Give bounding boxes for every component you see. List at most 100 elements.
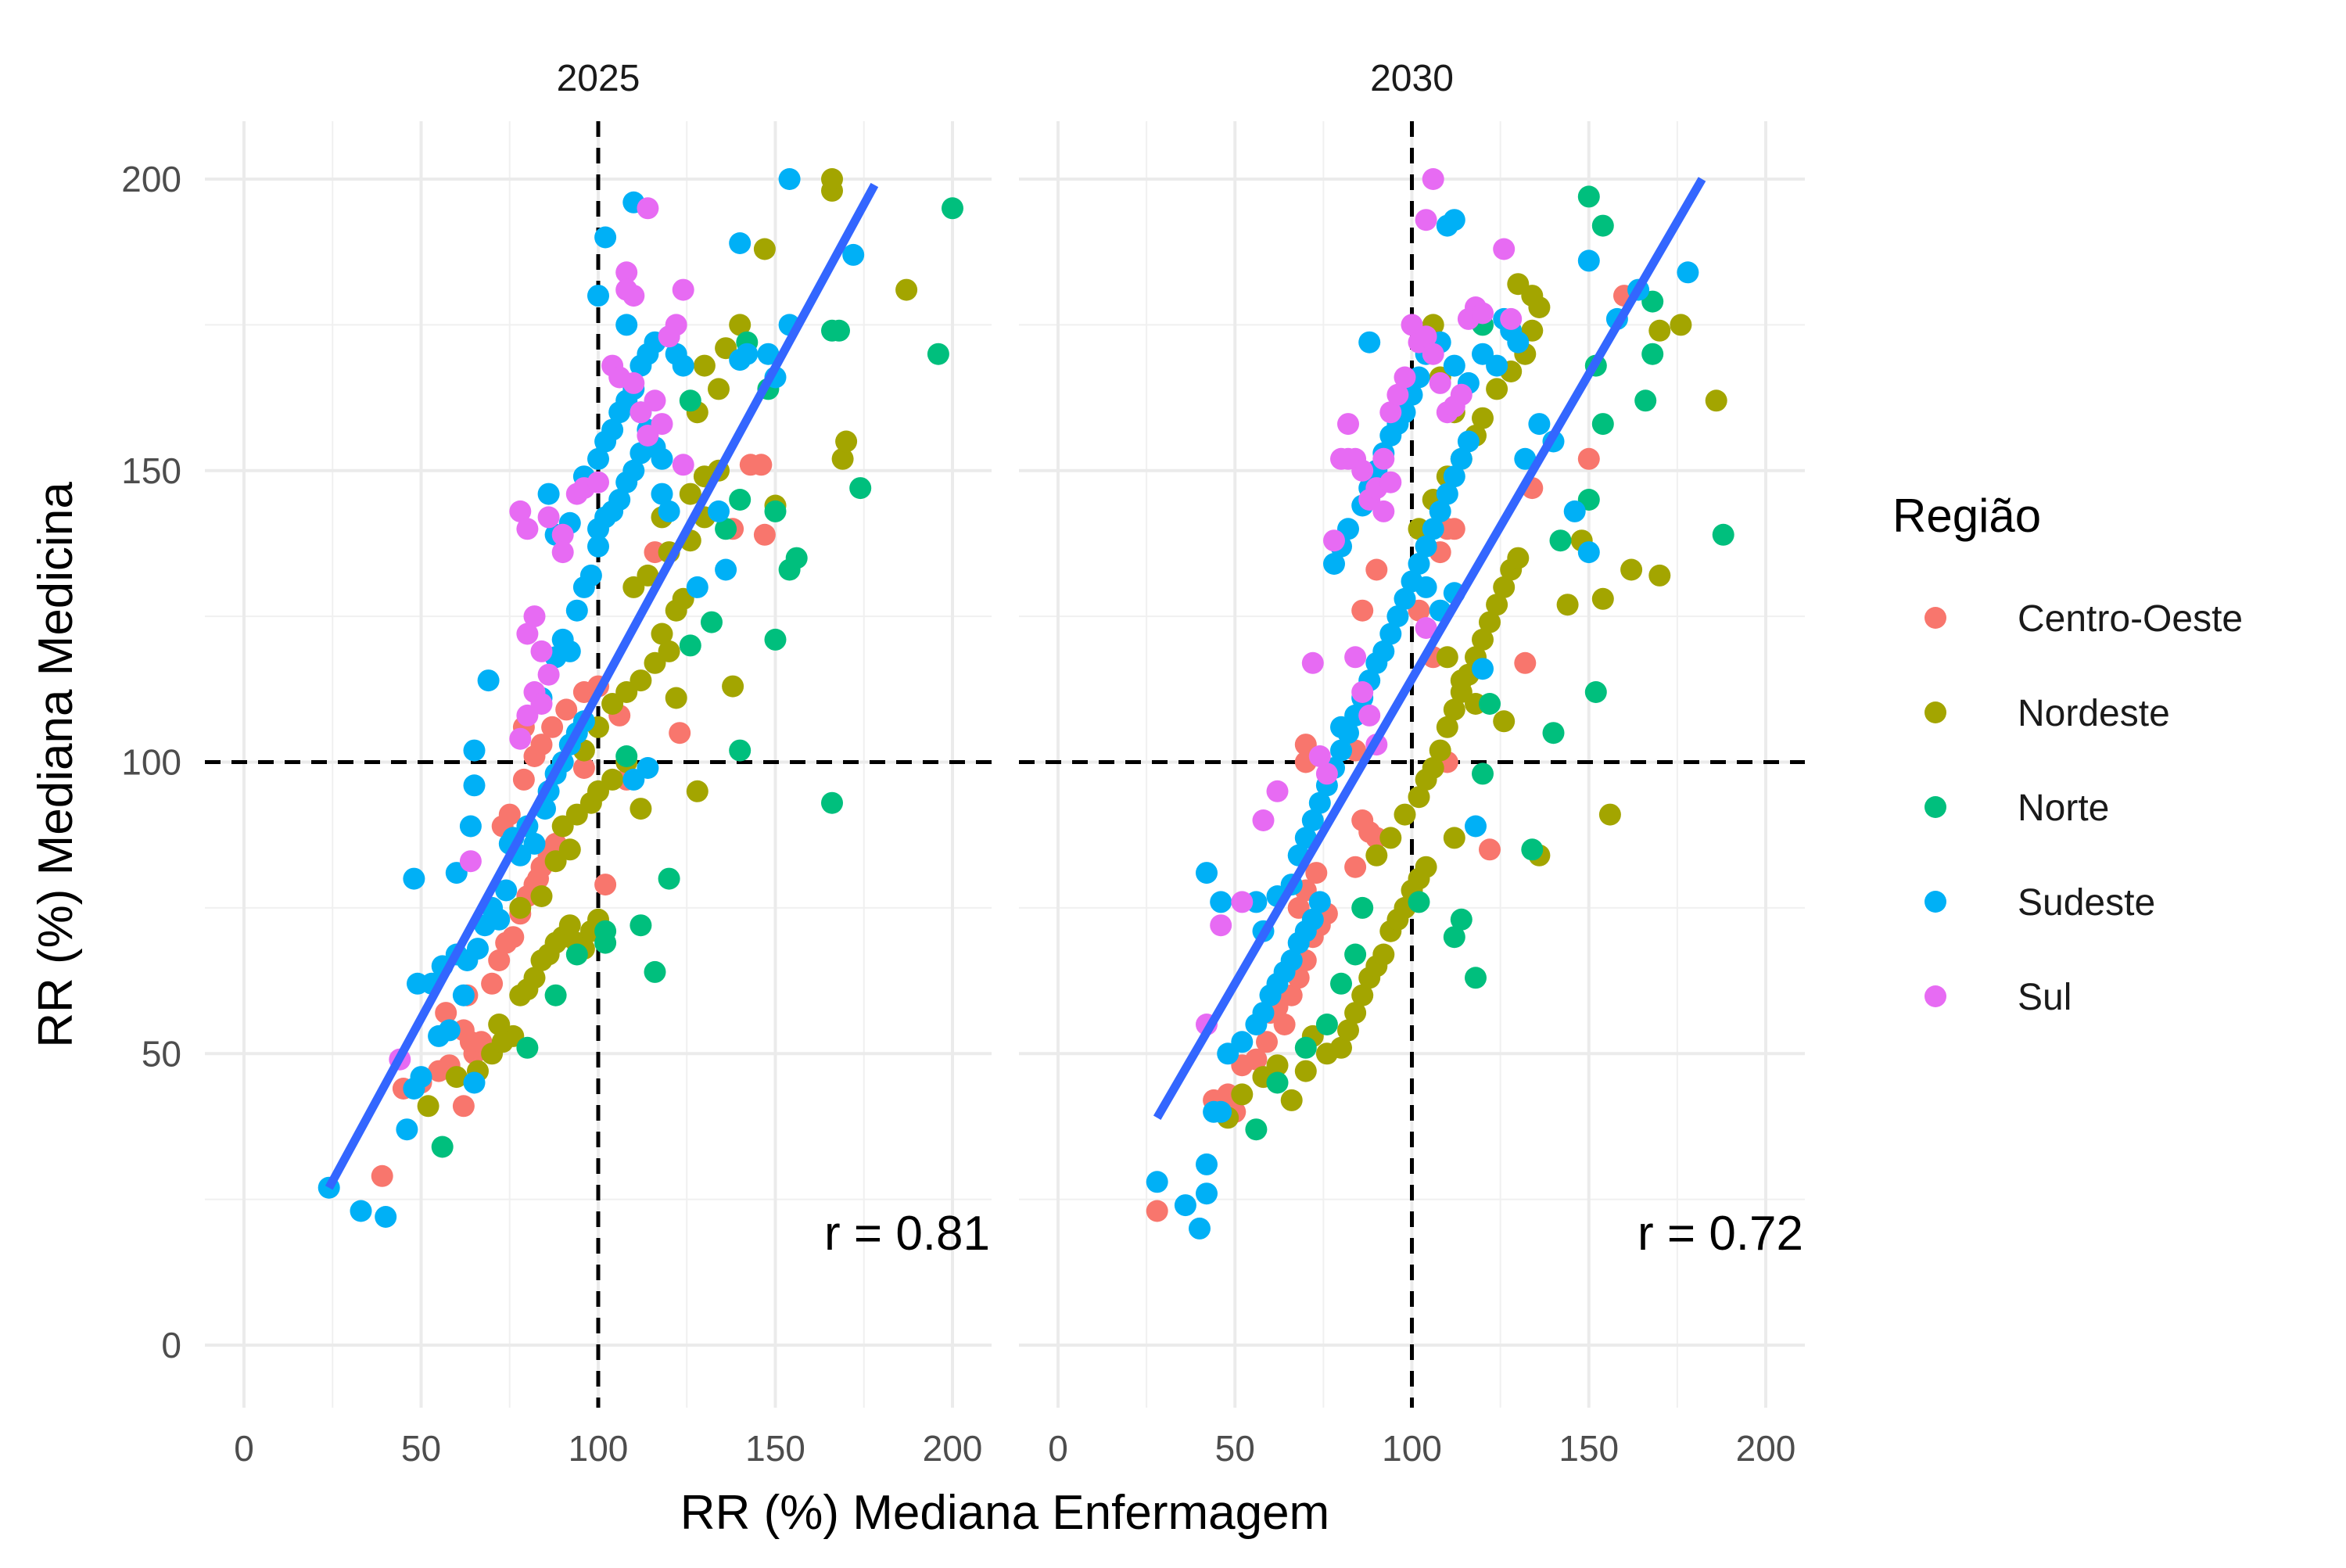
data-point-sul	[1422, 168, 1444, 190]
legend-key	[1925, 891, 1946, 913]
data-point-nordeste	[1507, 547, 1530, 569]
data-point-norte	[701, 611, 723, 633]
data-point-centro-oeste	[572, 757, 595, 779]
data-point-nordeste	[831, 447, 854, 470]
data-point-sudeste	[467, 938, 489, 960]
x-tick-label: 0	[234, 1428, 254, 1469]
data-point-centro-oeste	[481, 972, 504, 995]
y-tick-label: 150	[121, 450, 181, 491]
data-point-centro-oeste	[488, 949, 511, 971]
data-point-norte	[849, 477, 872, 500]
legend-label: Sudeste	[2018, 882, 2155, 924]
data-point-nordeste	[1521, 285, 1544, 307]
data-point-centro-oeste	[1344, 856, 1367, 878]
y-tick-label: 50	[142, 1033, 181, 1074]
data-point-sudeste	[736, 343, 759, 365]
data-point-sudeste	[463, 739, 486, 762]
data-point-sudeste	[1323, 553, 1345, 575]
y-tick-label: 200	[121, 159, 181, 199]
y-tick-label: 0	[161, 1325, 181, 1365]
x-tick-label: 50	[1215, 1428, 1255, 1469]
data-point-nordeste	[1486, 594, 1508, 616]
data-point-sul	[587, 471, 609, 493]
data-point-sul	[1337, 413, 1359, 436]
data-point-norte	[715, 518, 737, 540]
data-point-norte	[785, 547, 808, 569]
data-point-sudeste	[672, 354, 694, 377]
data-point-sul	[1429, 371, 1451, 394]
panel-title: 2025	[557, 58, 640, 99]
data-point-norte	[1465, 967, 1487, 989]
y-tick-label: 100	[121, 742, 181, 783]
data-point-nordeste	[1486, 378, 1508, 400]
data-point-sudeste	[1429, 500, 1451, 522]
data-point-nordeste	[630, 798, 652, 820]
data-point-sudeste	[403, 867, 425, 890]
data-point-sul	[1422, 343, 1444, 365]
data-point-sul	[551, 523, 574, 546]
data-point-centro-oeste	[530, 734, 553, 756]
data-point-nordeste	[1648, 319, 1671, 342]
data-point-sudeste	[1436, 483, 1458, 505]
data-point-nordeste	[1337, 1019, 1359, 1042]
data-point-norte	[821, 791, 843, 814]
data-point-centro-oeste	[594, 874, 617, 896]
data-point-sudeste	[651, 483, 673, 505]
x-axis-title: RR (%) Mediana Enfermagem	[680, 1486, 1329, 1540]
data-point-sudeste	[452, 984, 475, 1006]
data-point-sudeste	[1210, 1100, 1232, 1123]
data-point-sul	[1266, 780, 1289, 802]
data-point-centro-oeste	[1365, 558, 1388, 581]
data-point-norte	[1245, 1118, 1268, 1141]
data-point-sudeste	[1294, 827, 1317, 849]
data-point-norte	[1641, 343, 1664, 365]
data-point-sudeste	[1379, 623, 1402, 645]
data-point-sul	[1493, 238, 1516, 260]
data-point-nordeste	[558, 838, 581, 861]
data-point-nordeste	[1422, 757, 1444, 779]
data-point-nordeste	[1436, 646, 1458, 669]
data-point-norte	[1634, 389, 1657, 412]
data-point-nordeste	[1493, 710, 1516, 733]
data-point-norte	[1472, 762, 1494, 785]
data-point-centro-oeste	[1273, 1014, 1296, 1035]
data-point-sudeste	[350, 1200, 372, 1222]
data-point-nordeste	[1372, 943, 1395, 966]
data-point-sudeste	[459, 815, 482, 838]
data-point-nordeste	[530, 885, 553, 907]
data-point-nordeste	[601, 768, 624, 791]
data-point-centro-oeste	[1305, 862, 1328, 884]
legend-label: Norte	[2018, 788, 2109, 829]
data-point-sul	[516, 518, 539, 540]
data-point-nordeste	[679, 483, 701, 505]
data-point-norte	[729, 739, 752, 762]
data-point-nordeste	[708, 378, 730, 400]
data-point-sudeste	[523, 832, 546, 855]
data-point-nordeste	[693, 354, 716, 377]
data-point-norte	[1450, 908, 1473, 931]
data-point-sul	[1344, 646, 1367, 669]
data-point-nordeste	[651, 623, 673, 645]
legend-key	[1925, 701, 1946, 723]
data-point-sudeste	[477, 669, 500, 692]
x-tick-label: 100	[569, 1428, 629, 1469]
data-point-sudeste	[601, 418, 624, 441]
data-point-sudeste	[715, 558, 737, 581]
data-point-norte	[679, 389, 701, 412]
data-point-sudeste	[1231, 1031, 1254, 1053]
data-point-centro-oeste	[371, 1164, 393, 1187]
data-point-sudeste	[842, 243, 865, 266]
data-point-sudeste	[463, 774, 486, 797]
data-point-sudeste	[1443, 354, 1465, 377]
data-point-sul	[637, 197, 659, 220]
trend-line	[325, 182, 879, 1190]
data-point-norte	[1315, 1014, 1338, 1035]
data-point-sudeste	[1196, 1182, 1218, 1205]
data-point-sul	[615, 278, 638, 301]
data-point-nordeste	[1591, 587, 1614, 610]
data-point-sudeste	[1472, 658, 1494, 680]
x-tick-label: 100	[1382, 1428, 1442, 1469]
data-point-centro-oeste	[750, 454, 773, 476]
data-point-sudeste	[1252, 1002, 1275, 1024]
